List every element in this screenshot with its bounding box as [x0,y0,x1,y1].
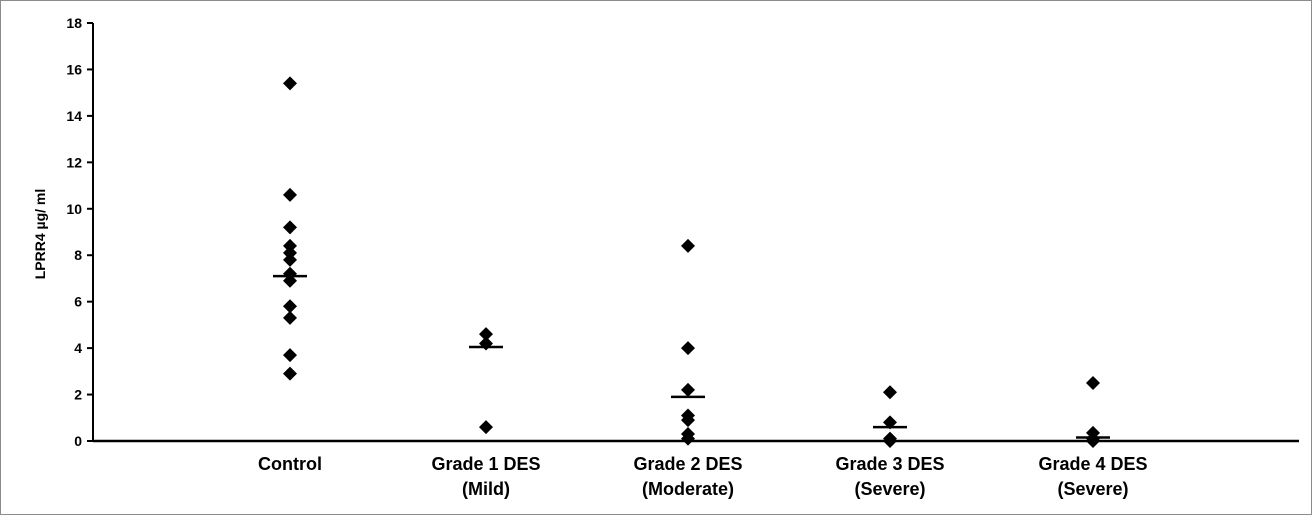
category-label: Grade 3 DES (Severe) [835,454,944,499]
y-axis-title: LPRR4 µg/ ml [32,189,48,280]
y-tick-label: 2 [74,387,82,403]
y-tick-label: 0 [74,433,82,449]
data-point [681,431,695,446]
data-point [681,341,695,356]
data-points [283,76,1100,448]
y-axis: 0 2 4 6 8 10 12 14 16 18 [66,15,94,449]
median-lines [273,274,1110,439]
category-label: Control [258,454,322,474]
data-point [883,385,897,400]
category-labels: Control Grade 1 DES (Mild) Grade 2 DES (Mode… [258,454,1148,499]
data-point [883,434,897,448]
y-tick-label: 14 [66,108,82,124]
data-point [479,327,493,342]
data-point [283,252,297,267]
y-tick-label: 16 [66,61,82,77]
data-point [681,413,695,428]
data-point [1086,375,1100,390]
category-label: Grade 4 DES (Severe) [1038,454,1147,499]
data-point [479,420,493,435]
y-tick-label: 18 [66,15,82,31]
data-point [283,366,297,381]
data-point [283,76,297,91]
y-tick-label: 8 [74,247,82,263]
data-point [283,310,297,325]
y-tick-label: 6 [74,294,82,310]
data-point [283,348,297,363]
category-label: Grade 2 DES (Moderate) [633,454,742,499]
y-tick-label: 4 [74,340,82,356]
category-label: Grade 1 DES (Mild) [431,454,540,499]
data-point [681,238,695,253]
data-point [479,336,493,351]
data-point [283,187,297,202]
data-point [1086,434,1100,448]
data-point [283,299,297,314]
y-tick-label: 12 [66,154,82,170]
data-point [283,220,297,235]
y-tick-label: 10 [66,201,82,217]
data-point [681,382,695,397]
